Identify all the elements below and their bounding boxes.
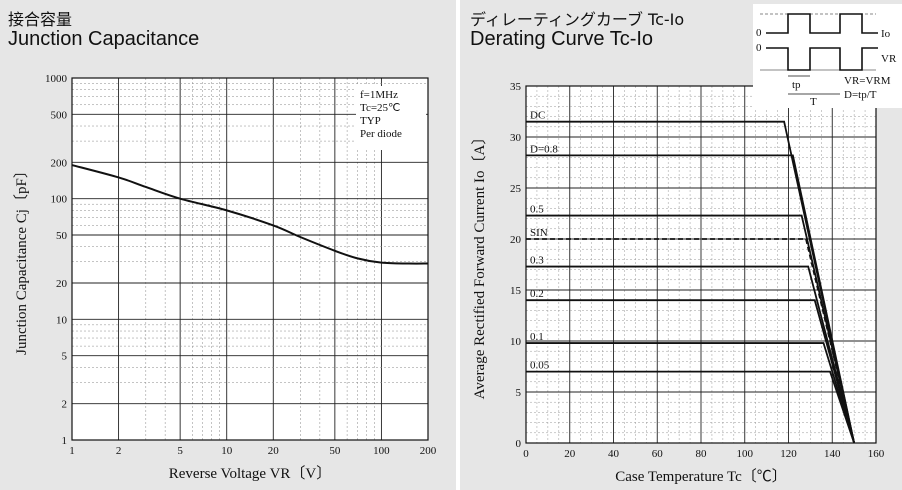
derating-curve-panel: ディレーティングカーブ Tc-Io Derating Curve Tc-Io D…: [460, 0, 902, 490]
y-tick-label: 10: [510, 336, 522, 348]
series-label: 0.1: [530, 331, 544, 343]
x-tick-label: 100: [737, 448, 754, 460]
inset-background: [753, 4, 902, 108]
right-title-en: Derating Curve Tc-Io: [470, 28, 654, 50]
y-tick-label: 10: [56, 314, 68, 326]
inset-io-label: Io: [881, 28, 891, 40]
inset-tp-label: tp: [792, 79, 801, 91]
x-tick-label: 10: [221, 445, 233, 457]
junction-capacitance-panel: 接合容量 Junction Capacitance 1 2 5 10 20 50 100 20…: [0, 0, 456, 490]
x-tick-label: 0: [523, 448, 529, 460]
y-tick-label: 15: [510, 285, 522, 297]
y-axis-label: Average Rectified Forward Current Io〔A〕: [471, 130, 488, 400]
inset-bottom-zero: 0: [756, 42, 762, 54]
y-tick-label: 20: [56, 278, 68, 290]
plot-frame: [71, 77, 429, 441]
y-tick-label: 2: [62, 399, 68, 411]
annotation-text: TYP: [360, 115, 381, 127]
series-label: D=0.8: [530, 143, 558, 155]
annotation-box: [356, 86, 426, 150]
x-tick-label: 200: [420, 445, 437, 457]
y-tick-label: 100: [51, 194, 68, 206]
x-tick-label: 20: [564, 448, 576, 460]
inset-eq1: VR=VRM: [844, 75, 891, 87]
x-tick-label: 2: [116, 445, 122, 457]
y-tick-label: 30: [510, 132, 522, 144]
inset-eq2: D=tp/T: [844, 89, 877, 101]
x-tick-label: 40: [608, 448, 620, 460]
x-tick-label: 1: [69, 445, 75, 457]
series-label: 0.5: [530, 204, 544, 216]
series-label: SIN: [530, 227, 548, 239]
y-tick-label: 0: [516, 438, 522, 450]
vr-waveform: [766, 47, 878, 71]
inset-top-zero: 0: [756, 27, 762, 39]
waveform-inset: 0 0 Io VR tp T VR=VRM D=tp/T: [753, 4, 902, 108]
y-tick-label: 1000: [45, 73, 68, 85]
left-title-jp: 接合容量: [8, 10, 73, 29]
right-title-jp: ディレーティングカーブ Tc-Io: [470, 10, 685, 29]
left-title-en: Junction Capacitance: [8, 28, 200, 50]
x-axis-label: Reverse Voltage VR〔V〕: [169, 465, 332, 482]
annotation-text: Per diode: [360, 128, 402, 140]
x-tick-label: 5: [177, 445, 183, 457]
series-label: 0.05: [530, 360, 550, 372]
annotation-text: Tc=25℃: [360, 102, 400, 114]
plot-frame: [525, 85, 877, 444]
derating-line-D08: [526, 154, 856, 444]
inset-vr-label: VR: [881, 53, 897, 65]
x-tick-label: 100: [373, 445, 390, 457]
derating-line-02: [526, 299, 855, 444]
x-axis-label: Case Temperature Tc〔℃〕: [615, 468, 786, 485]
y-tick-label: 25: [510, 183, 522, 195]
x-tick-label: 160: [868, 448, 885, 460]
io-waveform: [766, 13, 878, 34]
derating-line-SIN: [526, 238, 856, 444]
y-tick-label: 5: [516, 387, 522, 399]
x-tick-label: 60: [652, 448, 664, 460]
x-tick-label: 50: [329, 445, 341, 457]
derating-line-005: [526, 370, 855, 444]
y-tick-label: 1: [62, 435, 68, 447]
x-tick-label: 20: [268, 445, 280, 457]
y-tick-label: 500: [51, 109, 68, 121]
series-label: 0.3: [530, 255, 544, 267]
derating-line-01: [526, 342, 855, 444]
y-tick-label: 50: [56, 230, 68, 242]
y-axis-label: Junction Capacitance Cj〔pF〕: [13, 163, 30, 355]
y-tick-label: 20: [510, 234, 522, 246]
inset-t-label: T: [810, 96, 817, 108]
x-tick-label: 120: [780, 448, 797, 460]
x-tick-label: 140: [824, 448, 841, 460]
y-tick-label: 200: [51, 157, 68, 169]
y-tick-label: 5: [62, 351, 68, 363]
series-label: 0.2: [530, 288, 544, 300]
x-tick-label: 80: [696, 448, 708, 460]
capacitance-chart: 1 2 5 10 20 50 100 200 1 2 5 10 20 50 100 200 500 1000 Rev…: [13, 73, 437, 482]
y-tick-label: 35: [510, 81, 522, 93]
annotation-text: f=1MHz: [360, 89, 398, 101]
panel-divider: [456, 0, 460, 490]
capacitance-curve: [71, 164, 429, 265]
series-label: DC: [530, 110, 545, 122]
